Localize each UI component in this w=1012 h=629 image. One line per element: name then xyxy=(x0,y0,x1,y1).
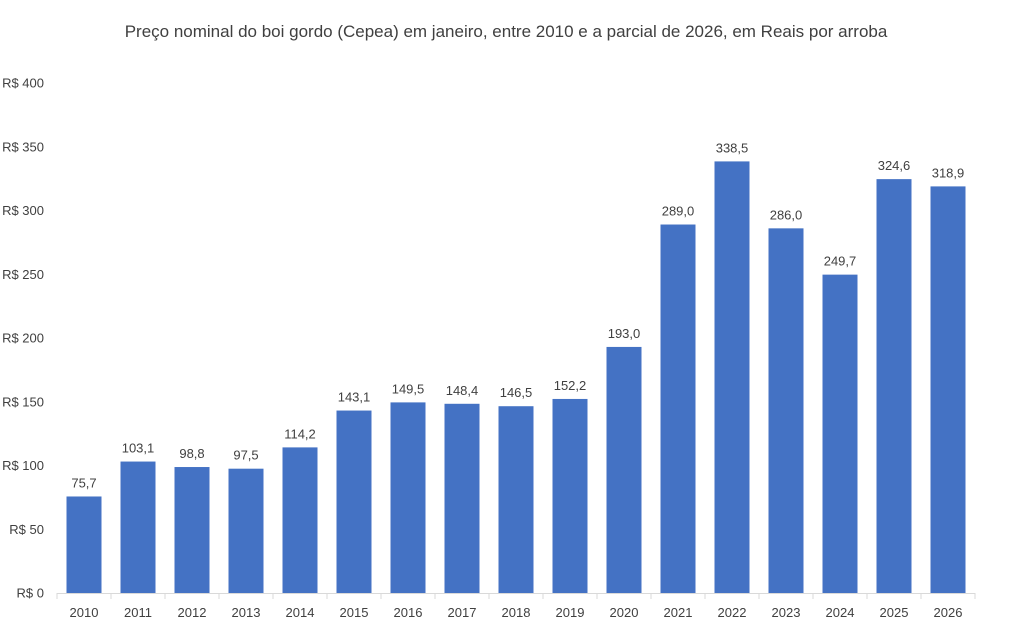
data-label-2026: 318,9 xyxy=(932,165,965,180)
y-tick-label: R$ 50 xyxy=(9,522,44,537)
data-label-2014: 114,2 xyxy=(284,426,316,441)
x-tick-label: 2011 xyxy=(124,605,152,620)
bar-2021 xyxy=(660,224,696,593)
bar-2024 xyxy=(822,274,858,593)
x-tick-label: 2012 xyxy=(178,605,207,620)
y-tick-label: R$ 400 xyxy=(2,76,44,91)
x-tick-label: 2021 xyxy=(664,605,693,620)
data-label-2010: 75,7 xyxy=(71,475,96,490)
y-tick-label: R$ 0 xyxy=(17,586,44,601)
data-label-2024: 249,7 xyxy=(824,254,857,269)
x-tick-label: 2025 xyxy=(880,605,909,620)
data-label-2015: 143,1 xyxy=(338,390,371,405)
y-tick-label: R$ 200 xyxy=(2,331,44,346)
x-tick-label: 2022 xyxy=(718,605,747,620)
bar-2019 xyxy=(552,398,588,593)
data-label-2012: 98,8 xyxy=(179,446,204,461)
y-tick-label: R$ 100 xyxy=(2,458,44,473)
x-tick-label: 2015 xyxy=(340,605,369,620)
x-tick-label: 2019 xyxy=(556,605,585,620)
y-axis-ticks: R$ 0 R$ 50 R$ 100 R$ 150 R$ 200 R$ 250 R$ 300 R… xyxy=(2,76,44,601)
data-labels: 75,7 103,1 98,8 97,5 114,2 143,1 149,5 148,4 146… xyxy=(71,140,964,490)
data-label-2019: 152,2 xyxy=(554,378,587,393)
bar-2018 xyxy=(498,406,534,593)
bar-2016 xyxy=(390,402,426,593)
bar-2012 xyxy=(174,467,210,593)
data-label-2021: 289,0 xyxy=(662,204,695,219)
data-label-2020: 193,0 xyxy=(608,326,641,341)
data-label-2023: 286,0 xyxy=(770,207,803,222)
x-tick-label: 2024 xyxy=(826,605,855,620)
x-tick-label: 2023 xyxy=(772,605,801,620)
bar-2015 xyxy=(336,410,372,593)
bar-2011 xyxy=(120,461,156,593)
y-tick-label: R$ 150 xyxy=(2,394,44,409)
x-tick-label: 2018 xyxy=(502,605,531,620)
x-tick-label: 2017 xyxy=(448,605,477,620)
bars xyxy=(66,161,966,593)
bar-2020 xyxy=(606,346,642,593)
bar-2022 xyxy=(714,161,750,593)
data-label-2017: 148,4 xyxy=(446,383,479,398)
data-label-2016: 149,5 xyxy=(392,381,425,396)
x-tick-label: 2020 xyxy=(610,605,639,620)
data-label-2013: 97,5 xyxy=(233,448,258,463)
y-tick-label: R$ 300 xyxy=(2,203,44,218)
x-tick-label: 2013 xyxy=(232,605,261,620)
bar-2026 xyxy=(930,186,966,593)
bar-2017 xyxy=(444,403,480,593)
data-label-2018: 146,5 xyxy=(500,385,533,400)
bar-2023 xyxy=(768,228,804,593)
bar-2010 xyxy=(66,496,102,593)
x-tick-label: 2010 xyxy=(70,605,99,620)
y-tick-label: R$ 350 xyxy=(2,139,44,154)
bar-2013 xyxy=(228,468,264,593)
chart-title: Preço nominal do boi gordo (Cepea) em ja… xyxy=(124,22,888,41)
data-label-2025: 324,6 xyxy=(878,158,911,173)
bar-2014 xyxy=(282,447,318,593)
data-label-2022: 338,5 xyxy=(716,140,749,155)
x-tick-label: 2016 xyxy=(394,605,423,620)
x-tick-label: 2026 xyxy=(934,605,963,620)
x-axis-ticks: 2010 2011 2012 2013 2014 2015 2016 2017 2018 2019… xyxy=(56,593,976,620)
data-label-2011: 103,1 xyxy=(122,441,155,456)
x-tick-label: 2014 xyxy=(286,605,315,620)
bar-2025 xyxy=(876,179,912,593)
y-tick-label: R$ 250 xyxy=(2,267,44,282)
